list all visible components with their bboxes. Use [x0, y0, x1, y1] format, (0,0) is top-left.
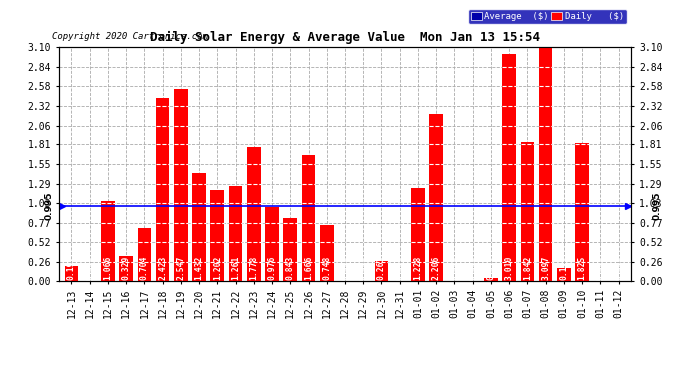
- Text: 0.049: 0.049: [486, 255, 495, 280]
- Text: 0.704: 0.704: [140, 255, 149, 280]
- Text: 0.995: 0.995: [45, 192, 54, 220]
- Text: 3.010: 3.010: [504, 255, 513, 280]
- Bar: [302, 155, 315, 281]
- Text: 0.000: 0.000: [469, 255, 477, 280]
- Text: 0.000: 0.000: [340, 255, 350, 280]
- Text: 0.197: 0.197: [67, 255, 76, 280]
- Text: 1.842: 1.842: [523, 255, 532, 280]
- Bar: [65, 266, 78, 281]
- Bar: [429, 114, 443, 281]
- Text: 0.263: 0.263: [377, 255, 386, 280]
- Text: 2.423: 2.423: [158, 255, 167, 280]
- Text: 1.261: 1.261: [231, 255, 240, 280]
- Bar: [520, 142, 534, 281]
- Bar: [101, 201, 115, 281]
- Bar: [265, 207, 279, 281]
- Text: 1.228: 1.228: [413, 255, 422, 280]
- Bar: [284, 217, 297, 281]
- Text: 0.976: 0.976: [268, 255, 277, 280]
- Text: Copyright 2020 Cartronics.com: Copyright 2020 Cartronics.com: [52, 32, 208, 41]
- Bar: [119, 256, 133, 281]
- Text: 2.547: 2.547: [177, 255, 186, 280]
- Text: 3.097: 3.097: [541, 255, 550, 280]
- Bar: [228, 186, 242, 281]
- Text: 0.000: 0.000: [85, 255, 94, 280]
- Bar: [411, 188, 425, 281]
- Bar: [575, 143, 589, 281]
- Bar: [193, 173, 206, 281]
- Bar: [539, 47, 553, 281]
- Text: 0.000: 0.000: [450, 255, 459, 280]
- Text: 0.179: 0.179: [560, 255, 569, 280]
- Bar: [320, 225, 333, 281]
- Text: 0.843: 0.843: [286, 255, 295, 280]
- Legend: Average  ($), Daily   ($): Average ($), Daily ($): [468, 9, 627, 24]
- Text: 1.666: 1.666: [304, 255, 313, 280]
- Text: 0.329: 0.329: [121, 255, 130, 280]
- Text: 1.202: 1.202: [213, 255, 221, 280]
- Text: 0.003: 0.003: [395, 255, 404, 280]
- Bar: [156, 98, 170, 281]
- Text: 2.206: 2.206: [432, 255, 441, 280]
- Text: 1.066: 1.066: [104, 255, 112, 280]
- Bar: [137, 228, 151, 281]
- Text: 1.825: 1.825: [578, 255, 586, 280]
- Text: 0.000: 0.000: [614, 255, 623, 280]
- Title: Daily Solar Energy & Average Value  Mon Jan 13 15:54: Daily Solar Energy & Average Value Mon J…: [150, 31, 540, 44]
- Bar: [247, 147, 261, 281]
- Bar: [557, 268, 571, 281]
- Text: 1.778: 1.778: [249, 255, 258, 280]
- Text: 0.748: 0.748: [322, 255, 331, 280]
- Bar: [375, 261, 388, 281]
- Bar: [484, 278, 497, 281]
- Bar: [174, 88, 188, 281]
- Bar: [210, 190, 224, 281]
- Text: 0.000: 0.000: [596, 255, 605, 280]
- Text: 0.995: 0.995: [653, 192, 662, 220]
- Text: 1.432: 1.432: [195, 255, 204, 280]
- Text: 0.000: 0.000: [359, 255, 368, 280]
- Bar: [502, 54, 516, 281]
